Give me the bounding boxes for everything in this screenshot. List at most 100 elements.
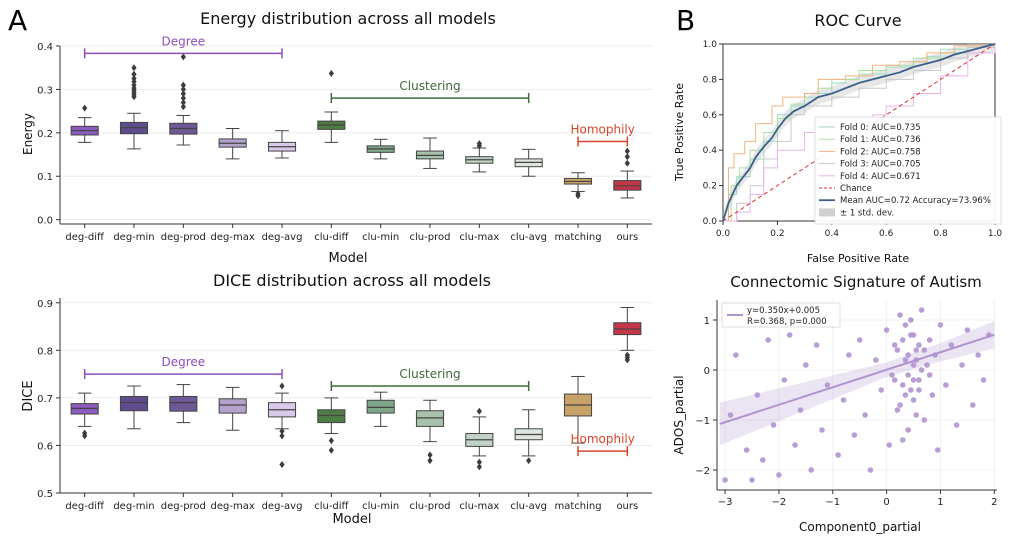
annotation-label: Clustering xyxy=(399,79,460,93)
x-tick-label: −3 xyxy=(718,497,733,508)
scatter-point xyxy=(902,322,909,328)
scatter-point xyxy=(743,447,750,453)
y-tick-label: 0.5 xyxy=(37,489,53,500)
x-tick-label: matching xyxy=(554,501,601,512)
scatter-point xyxy=(878,387,885,393)
legend-label: Fold 2: AUC=0.758 xyxy=(840,147,921,157)
y-tick-label: 1 xyxy=(704,316,710,327)
scatter-point xyxy=(905,372,911,378)
scatter-point xyxy=(722,477,728,483)
energy-boxplot: Energy distribution across all models Mo… xyxy=(21,9,652,266)
outlier-point xyxy=(476,407,482,415)
box xyxy=(317,409,346,424)
energy-ylabel: Energy xyxy=(21,113,35,155)
x-tick-label: deg-avg xyxy=(262,501,303,512)
y-tick-label: 0.9 xyxy=(37,299,53,310)
scatter-title: Connectomic Signature of Autism xyxy=(730,273,982,291)
scatter-point xyxy=(883,327,890,333)
scatter-point xyxy=(727,412,734,418)
outlier-point xyxy=(476,463,482,471)
scatter-point xyxy=(867,467,874,473)
outlier-point xyxy=(180,90,186,98)
annotation-label: Degree xyxy=(161,355,205,369)
fold-curve xyxy=(723,44,996,222)
y-tick-label: 0.4 xyxy=(37,42,53,53)
scatter-point xyxy=(797,407,804,413)
scatter-point xyxy=(969,402,976,408)
x-tick-label: clu-prod xyxy=(410,232,451,243)
roc-legend xyxy=(814,116,1002,225)
scatter-point xyxy=(894,347,901,353)
scatter-point xyxy=(851,432,858,438)
scatter-point xyxy=(813,342,820,348)
x-tick-label: deg-prod xyxy=(161,501,206,512)
y-tick-label: 0.0 xyxy=(703,217,718,227)
outlier-point xyxy=(624,159,630,167)
legend-label-fit: y=0.350x+0.005 xyxy=(747,306,820,316)
dice-xlabel: Model xyxy=(332,512,371,527)
x-tick-label: deg-max xyxy=(211,232,255,243)
x-tick-label: 0.0 xyxy=(716,229,731,239)
scatter-point xyxy=(980,377,987,383)
outlier-point xyxy=(131,64,137,72)
scatter-point xyxy=(910,362,917,368)
scatter-point xyxy=(733,352,739,358)
scatter-point xyxy=(770,422,777,428)
scatter-point xyxy=(926,337,933,343)
scatter-point xyxy=(856,337,863,343)
scatter-point xyxy=(934,447,941,453)
scatter-point xyxy=(776,472,782,478)
scatter-point xyxy=(921,417,928,423)
outlier-point xyxy=(180,53,186,61)
outlier-point xyxy=(328,446,334,454)
outlier-point xyxy=(526,457,532,465)
legend-label: Fold 4: AUC=0.671 xyxy=(840,172,921,182)
outlier-point xyxy=(624,351,630,359)
x-tick-label: 0.8 xyxy=(933,229,948,239)
scatter-point xyxy=(781,377,788,383)
outlier-point xyxy=(180,81,186,89)
x-tick-label: clu-max xyxy=(459,501,499,512)
y-tick-label: −1 xyxy=(695,416,710,427)
scatter-point xyxy=(835,452,841,458)
x-tick-label: clu-avg xyxy=(510,501,547,512)
dice-title: DICE distribution across all models xyxy=(213,271,491,290)
scatter-point xyxy=(908,387,914,393)
outlier-point xyxy=(624,147,630,155)
fold-curve xyxy=(723,44,996,222)
scatter-point xyxy=(894,407,901,413)
scatter-point xyxy=(765,337,771,343)
annotation-label: Homophily xyxy=(570,123,634,137)
x-tick-label: 0.2 xyxy=(770,229,784,239)
legend-label: Chance xyxy=(840,184,872,194)
scatter-chart: Connectomic Signature of Autism Componen… xyxy=(672,273,997,534)
scatter-point xyxy=(918,307,925,313)
scatter-point xyxy=(918,367,925,373)
scatter-point xyxy=(891,377,898,383)
y-tick-label: 0 xyxy=(704,366,710,377)
scatter-point xyxy=(846,352,852,358)
x-tick-label: 1 xyxy=(937,497,943,508)
outlier-point xyxy=(131,70,137,78)
outlier-point xyxy=(180,85,186,93)
box xyxy=(366,399,395,414)
outlier-point xyxy=(427,457,433,465)
outlier-point xyxy=(328,69,334,77)
scatter-point xyxy=(916,377,922,383)
scatter-point xyxy=(754,392,761,398)
panel-label-a: A xyxy=(8,4,27,37)
dice-boxplot: DICE distribution across all models Mode… xyxy=(21,271,652,527)
scatter-point xyxy=(929,392,936,398)
x-tick-label: clu-min xyxy=(362,232,399,243)
x-tick-label: deg-min xyxy=(113,232,154,243)
y-tick-label: 0.1 xyxy=(37,172,53,183)
x-tick-label: clu-diff xyxy=(314,501,349,512)
regression-line xyxy=(719,333,995,425)
scatter-point xyxy=(913,347,920,353)
y-tick-label: 0.2 xyxy=(37,129,53,140)
legend-label: Fold 1: AUC=0.736 xyxy=(840,135,921,145)
x-tick-label: deg-diff xyxy=(65,501,105,512)
x-tick-label: 1.0 xyxy=(988,229,1003,239)
scatter-point xyxy=(905,352,911,358)
